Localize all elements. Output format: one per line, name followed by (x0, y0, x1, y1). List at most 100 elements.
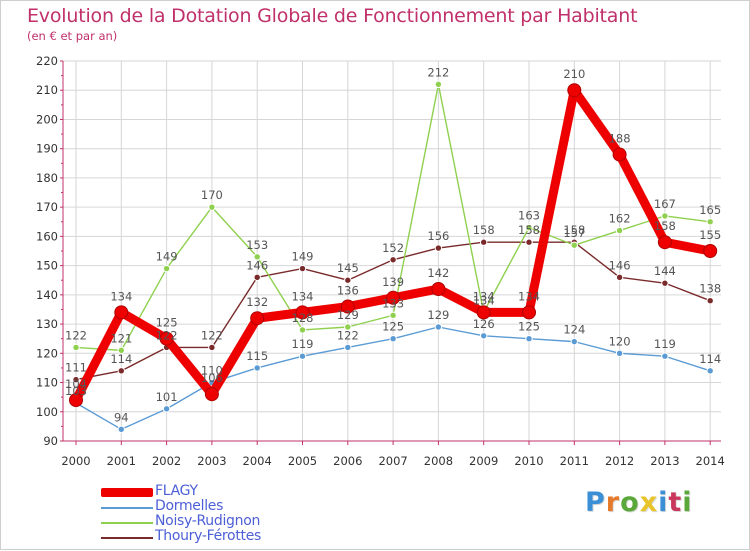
legend-label-noisy-rudignon: Noisy-Rudignon (155, 513, 261, 529)
data-point-flagy (386, 290, 401, 305)
data-point-thoury-ferottes (344, 276, 352, 284)
logo-letter: i (658, 487, 669, 518)
proxiti-logo: Proxiti (585, 487, 693, 518)
data-point-flagy (431, 282, 446, 296)
data-point-dormelles (706, 367, 714, 375)
data-point-noisy-rudignon (570, 241, 578, 249)
data-point-noisy-rudignon (434, 80, 443, 89)
data-label-thoury-ferottes: 114 (110, 352, 132, 366)
data-point-dormelles (344, 343, 352, 352)
data-point-dormelles (615, 349, 624, 358)
data-point-dormelles (661, 352, 669, 360)
data-label-dormelles: 115 (246, 349, 268, 363)
data-label-flagy: 155 (699, 228, 721, 242)
data-label-thoury-ferottes: 156 (427, 229, 449, 243)
legend-label-dormelles: Dormelles (155, 498, 224, 514)
data-point-flagy (657, 235, 672, 250)
data-label-dormelles: 119 (654, 337, 676, 351)
y-tick-label: 220 (36, 54, 58, 68)
x-tick-label: 2003 (197, 454, 226, 468)
logo-letter: r (605, 487, 621, 518)
data-label-noisy-rudignon: 162 (609, 212, 631, 226)
y-tick-label: 110 (36, 376, 58, 390)
data-label-thoury-ferottes: 158 (563, 223, 585, 237)
data-point-flagy (159, 331, 174, 346)
data-label-noisy-rudignon: 133 (382, 296, 404, 310)
grid-lines (63, 60, 721, 442)
data-label-dormelles: 125 (382, 320, 404, 334)
x-tick-label: 2005 (288, 454, 317, 468)
data-label-noisy-rudignon: 129 (337, 308, 359, 322)
data-label-dormelles: 125 (518, 320, 540, 334)
x-tick-label: 2008 (424, 454, 453, 468)
data-label-dormelles: 124 (563, 323, 585, 337)
data-point-flagy (295, 305, 310, 320)
x-tick-label: 2011 (560, 454, 589, 468)
data-label-thoury-ferottes: 158 (518, 223, 540, 237)
data-point-dormelles (162, 405, 171, 413)
data-label-dormelles: 110 (201, 364, 223, 378)
data-label-flagy: 134 (473, 289, 495, 303)
data-label-flagy: 136 (337, 284, 359, 298)
data-point-dormelles (434, 323, 443, 331)
data-point-thoury-ferottes (208, 343, 216, 352)
x-tick-label: 2009 (469, 454, 498, 468)
data-point-noisy-rudignon (344, 323, 352, 331)
data-point-noisy-rudignon (706, 218, 714, 226)
y-tick-label: 200 (36, 112, 58, 126)
y-tick-label: 170 (36, 200, 58, 214)
data-point-thoury-ferottes (389, 256, 397, 264)
data-label-noisy-rudignon: 149 (156, 250, 178, 264)
data-point-noisy-rudignon (117, 346, 126, 355)
data-label-flagy: 188 (609, 132, 631, 146)
data-label-thoury-ferottes: 149 (292, 250, 314, 264)
data-label-thoury-ferottes: 146 (246, 258, 268, 272)
data-label-flagy: 139 (382, 275, 404, 289)
data-label-thoury-ferottes: 145 (337, 261, 359, 275)
data-point-noisy-rudignon (253, 253, 261, 261)
y-tick-label: 100 (36, 405, 58, 419)
y-tick-label: 190 (36, 142, 58, 156)
data-point-flagy (703, 244, 718, 258)
data-label-flagy: 106 (201, 371, 223, 385)
axes: 90 100 110 120 130 140 150 160 170 180 190 200 210 22… (36, 54, 725, 468)
data-label-dormelles: 129 (427, 308, 449, 322)
data-point-dormelles (525, 334, 533, 343)
data-label-noisy-rudignon: 157 (563, 226, 585, 240)
y-tick-label: 180 (36, 171, 58, 185)
data-label-noisy-rudignon: 167 (654, 197, 676, 211)
data-label-dormelles: 114 (699, 352, 721, 366)
data-label-dormelles: 94 (114, 410, 129, 424)
x-tick-label: 2001 (107, 454, 136, 468)
data-label-flagy: 158 (654, 219, 676, 233)
data-point-dormelles (389, 334, 397, 343)
data-label-noisy-rudignon: 128 (292, 311, 314, 325)
data-point-dormelles (298, 352, 307, 360)
data-point-flagy (612, 147, 627, 162)
data-label-dormelles: 101 (156, 390, 178, 404)
data-point-thoury-ferottes (706, 296, 714, 305)
data-label-noisy-rudignon: 153 (246, 238, 268, 252)
x-tick-label: 2010 (514, 454, 543, 468)
data-point-noisy-rudignon (162, 264, 171, 273)
logo-letter: i (682, 487, 693, 518)
data-label-dormelles: 120 (609, 334, 631, 348)
data-label-thoury-ferottes: 138 (699, 282, 721, 296)
data-label-flagy: 104 (65, 377, 87, 391)
data-point-dormelles (117, 425, 126, 434)
legend-label-flagy: FLAGY (155, 483, 198, 499)
data-point-thoury-ferottes (525, 238, 533, 246)
data-point-thoury-ferottes (434, 244, 443, 252)
x-tick-label: 2002 (152, 454, 181, 468)
data-label-flagy: 134 (292, 289, 314, 303)
data-point-flagy (250, 311, 265, 326)
data-label-thoury-ferottes: 111 (65, 361, 87, 375)
data-point-noisy-rudignon (615, 226, 624, 235)
data-point-noisy-rudignon (389, 311, 397, 320)
data-label-thoury-ferottes: 144 (654, 264, 676, 278)
legend-swatch-noisy-rudignon (101, 522, 153, 524)
data-point-noisy-rudignon (208, 203, 216, 211)
x-tick-label: 2004 (243, 454, 272, 468)
